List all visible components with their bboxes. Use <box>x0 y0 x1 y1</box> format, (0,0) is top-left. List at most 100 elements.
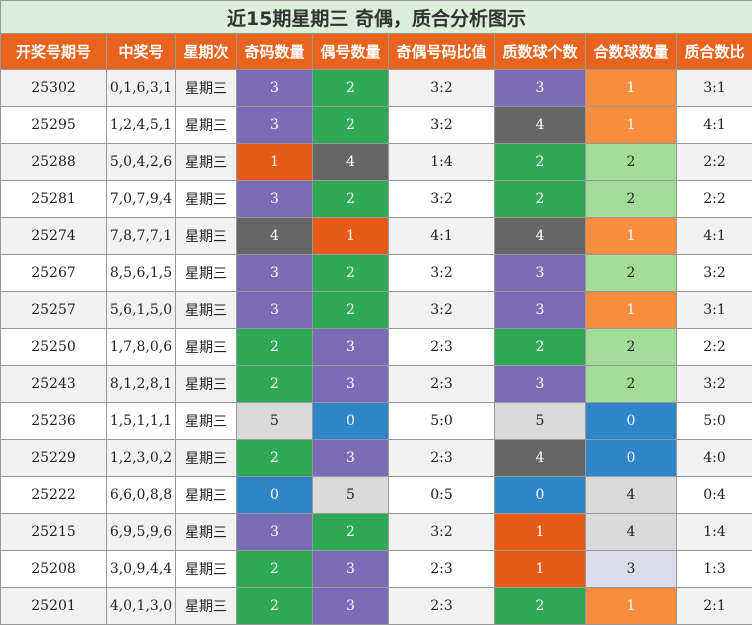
issue-cell: 25288 <box>1 144 107 181</box>
issue-cell: 25257 <box>1 292 107 329</box>
even-count-cell: 3 <box>313 551 389 588</box>
prime-composite-ratio-cell: 3:2 <box>677 366 752 403</box>
prime-count-cell: 1 <box>495 514 586 551</box>
composite-count-cell: 0 <box>586 440 677 477</box>
prime-count-cell: 5 <box>495 403 586 440</box>
prime-count-cell: 2 <box>495 144 586 181</box>
odd-even-ratio-cell: 3:2 <box>389 181 495 218</box>
issue-cell: 25250 <box>1 329 107 366</box>
prime-count-cell: 4 <box>495 107 586 144</box>
weekday-cell: 星期三 <box>176 107 237 144</box>
odd-even-ratio-cell: 5:0 <box>389 403 495 440</box>
even-count-cell: 2 <box>313 292 389 329</box>
odd-even-ratio-cell: 2:3 <box>389 551 495 588</box>
issue-cell: 25274 <box>1 218 107 255</box>
prime-composite-ratio-cell: 4:1 <box>677 218 752 255</box>
prime-count-cell: 3 <box>495 255 586 292</box>
weekday-cell: 星期三 <box>176 588 237 625</box>
odd-count-cell: 3 <box>237 107 313 144</box>
odd-even-ratio-cell: 3:2 <box>389 70 495 107</box>
issue-cell: 25208 <box>1 551 107 588</box>
odd-even-ratio-cell: 3:2 <box>389 292 495 329</box>
odd-count-cell: 2 <box>237 329 313 366</box>
header-even-count: 偶号数量 <box>313 34 389 70</box>
winning-numbers-cell: 1,7,8,0,6 <box>107 329 176 366</box>
composite-count-cell: 3 <box>586 551 677 588</box>
prime-count-cell: 3 <box>495 366 586 403</box>
odd-count-cell: 5 <box>237 403 313 440</box>
composite-count-cell: 2 <box>586 144 677 181</box>
weekday-cell: 星期三 <box>176 292 237 329</box>
winning-numbers-cell: 4,0,1,3,0 <box>107 588 176 625</box>
issue-cell: 25243 <box>1 366 107 403</box>
even-count-cell: 3 <box>313 329 389 366</box>
prime-composite-ratio-cell: 3:1 <box>677 70 752 107</box>
weekday-cell: 星期三 <box>176 144 237 181</box>
even-count-cell: 4 <box>313 144 389 181</box>
even-count-cell: 2 <box>313 255 389 292</box>
prime-composite-ratio-cell: 1:3 <box>677 551 752 588</box>
issue-cell: 25201 <box>1 588 107 625</box>
prime-count-cell: 0 <box>495 477 586 514</box>
issue-cell: 25215 <box>1 514 107 551</box>
even-count-cell: 2 <box>313 107 389 144</box>
odd-count-cell: 2 <box>237 551 313 588</box>
weekday-cell: 星期三 <box>176 403 237 440</box>
odd-even-ratio-cell: 2:3 <box>389 440 495 477</box>
issue-cell: 25281 <box>1 181 107 218</box>
composite-count-cell: 1 <box>586 292 677 329</box>
composite-count-cell: 4 <box>586 514 677 551</box>
prime-composite-ratio-cell: 1:4 <box>677 514 752 551</box>
odd-count-cell: 3 <box>237 70 313 107</box>
composite-count-cell: 1 <box>586 588 677 625</box>
winning-numbers-cell: 1,2,4,5,1 <box>107 107 176 144</box>
prime-composite-ratio-cell: 3:2 <box>677 255 752 292</box>
table-title: 近15期星期三 奇偶，质合分析图示 <box>1 1 752 34</box>
even-count-cell: 1 <box>313 218 389 255</box>
header-odd-count: 奇码数量 <box>237 34 313 70</box>
winning-numbers-cell: 8,1,2,8,1 <box>107 366 176 403</box>
prime-count-cell: 2 <box>495 329 586 366</box>
prime-composite-ratio-cell: 4:0 <box>677 440 752 477</box>
even-count-cell: 3 <box>313 366 389 403</box>
even-count-cell: 2 <box>313 514 389 551</box>
odd-even-ratio-cell: 3:2 <box>389 514 495 551</box>
header-numbers: 中奖号 <box>107 34 176 70</box>
odd-count-cell: 4 <box>237 218 313 255</box>
prime-count-cell: 4 <box>495 440 586 477</box>
winning-numbers-cell: 5,0,4,2,6 <box>107 144 176 181</box>
even-count-cell: 2 <box>313 181 389 218</box>
odd-count-cell: 2 <box>237 588 313 625</box>
header-row: 开奖号期号 中奖号 星期次 奇码数量 偶号数量 奇偶号码比值 质数球个数 合数球… <box>1 34 752 70</box>
composite-count-cell: 1 <box>586 107 677 144</box>
winning-numbers-cell: 5,6,1,5,0 <box>107 292 176 329</box>
even-count-cell: 5 <box>313 477 389 514</box>
prime-composite-ratio-cell: 3:1 <box>677 292 752 329</box>
issue-cell: 25236 <box>1 403 107 440</box>
prime-composite-ratio-cell: 4:1 <box>677 107 752 144</box>
weekday-cell: 星期三 <box>176 366 237 403</box>
winning-numbers-cell: 7,0,7,9,4 <box>107 181 176 218</box>
odd-count-cell: 2 <box>237 366 313 403</box>
odd-count-cell: 3 <box>237 292 313 329</box>
odd-count-cell: 2 <box>237 440 313 477</box>
even-count-cell: 3 <box>313 440 389 477</box>
weekday-cell: 星期三 <box>176 181 237 218</box>
weekday-cell: 星期三 <box>176 514 237 551</box>
odd-even-ratio-cell: 2:3 <box>389 329 495 366</box>
prime-count-cell: 2 <box>495 181 586 218</box>
weekday-cell: 星期三 <box>176 218 237 255</box>
odd-even-ratio-cell: 2:3 <box>389 366 495 403</box>
odd-even-ratio-cell: 4:1 <box>389 218 495 255</box>
